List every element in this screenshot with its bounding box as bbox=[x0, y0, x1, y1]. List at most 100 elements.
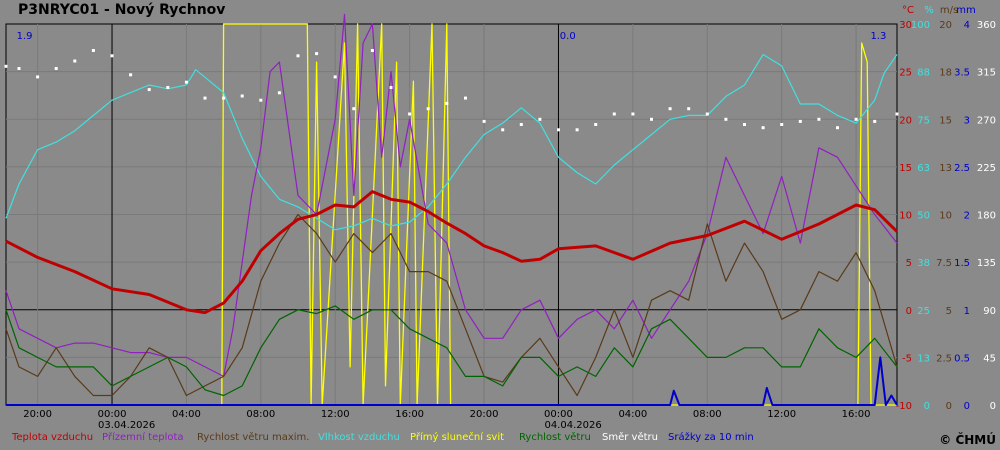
legend-item: Srážky za 10 min bbox=[668, 432, 754, 443]
unit-label: m/s bbox=[940, 5, 958, 16]
axis-tick-deg: 180 bbox=[977, 211, 996, 222]
date-label: 03.04.2026 bbox=[98, 420, 155, 431]
max-wind-series bbox=[5, 213, 898, 397]
wind-direction-point bbox=[724, 117, 728, 121]
axis-tick-°C: -5 bbox=[902, 353, 912, 364]
time-tick-label: 00:00 bbox=[544, 409, 573, 420]
axis-tick-m/s: 10 bbox=[939, 211, 952, 222]
axis-tick-°C: 0 bbox=[906, 306, 912, 317]
time-tick-label: 04:00 bbox=[618, 409, 647, 420]
axis-tick-deg: 360 bbox=[977, 20, 996, 31]
wind-direction-point bbox=[184, 80, 188, 84]
axis-tick-deg: 315 bbox=[977, 68, 996, 79]
wind-direction-point bbox=[687, 107, 691, 111]
axis-tick-mm: 1 bbox=[964, 306, 970, 317]
axis-tick-%: 50 bbox=[917, 211, 930, 222]
axis-tick-deg: 270 bbox=[977, 115, 996, 126]
axis-tick-°C: 10 bbox=[899, 211, 912, 222]
wind-direction-point bbox=[91, 49, 95, 52]
time-tick-label: 12:00 bbox=[767, 409, 796, 420]
wind-direction-point bbox=[650, 117, 653, 121]
temperature-series bbox=[5, 190, 899, 315]
axis-tick-°C: 30 bbox=[899, 20, 912, 31]
axis-tick-%: 100 bbox=[911, 20, 930, 31]
axis-tick-mm: 3 bbox=[964, 115, 970, 126]
wind-direction-point bbox=[408, 112, 412, 116]
wind-speed-series bbox=[5, 305, 898, 397]
axis-tick-mm: 1.5 bbox=[954, 258, 970, 269]
wind-direction-point bbox=[873, 119, 877, 123]
axis-tick-°C: 5 bbox=[906, 258, 912, 269]
wind-direction-point bbox=[352, 107, 356, 111]
ground-temperature-series bbox=[5, 13, 898, 377]
wind-direction-point bbox=[36, 75, 40, 79]
time-tick-label: 20:00 bbox=[470, 409, 499, 420]
wind-direction-point bbox=[426, 107, 430, 111]
wind-direction-point bbox=[259, 98, 263, 102]
time-tick-label: 04:00 bbox=[172, 409, 201, 420]
wind-direction-point bbox=[333, 75, 337, 79]
axis-tick-m/s: 0 bbox=[946, 401, 952, 412]
wind-direction-point bbox=[296, 54, 300, 58]
axis-tick-deg: 135 bbox=[977, 258, 996, 269]
legend-item: Směr větru bbox=[602, 432, 658, 443]
wind-direction-point bbox=[594, 123, 598, 126]
axis-tick-%: 0 bbox=[924, 401, 930, 412]
wind-direction-point bbox=[705, 112, 709, 116]
axis-tick-deg: 45 bbox=[983, 353, 996, 364]
wind-direction-point bbox=[482, 119, 486, 123]
wind-direction-point bbox=[612, 112, 616, 116]
annotation-label: 1.3 bbox=[870, 31, 886, 42]
axis-tick-m/s: 7.5 bbox=[936, 258, 952, 269]
wind-direction-point bbox=[110, 54, 114, 58]
time-tick-label: 16:00 bbox=[395, 409, 424, 420]
unit-label: °C bbox=[902, 5, 914, 16]
wind-direction-point bbox=[575, 128, 579, 132]
unit-label: % bbox=[924, 5, 934, 16]
precipitation-series bbox=[6, 356, 898, 406]
axis-tick-m/s: 18 bbox=[939, 68, 952, 79]
wind-direction-point bbox=[17, 67, 21, 70]
annotation-label: 0.0 bbox=[560, 31, 576, 42]
wind-direction-point bbox=[445, 101, 449, 105]
copyright-label: © ČHMÚ bbox=[939, 433, 996, 447]
wind-direction-point bbox=[631, 112, 635, 116]
legend-item: Přímý sluneční svit bbox=[410, 432, 505, 443]
axis-tick-m/s: 5 bbox=[946, 306, 952, 317]
time-tick-label: 16:00 bbox=[842, 409, 871, 420]
wind-direction-point bbox=[668, 107, 672, 111]
wind-direction-point bbox=[222, 96, 226, 100]
meteo-chart: 20:00 00:00 04:00 08:00 12:00 16:00 20:00 00:00… bbox=[4, 5, 996, 431]
wind-direction-point bbox=[166, 86, 170, 89]
annotation-label: 1.9 bbox=[17, 31, 33, 42]
legend-item: Rychlost větru bbox=[519, 432, 591, 443]
axis-tick-mm: 0.5 bbox=[954, 353, 970, 364]
axis-tick-mm: 2 bbox=[964, 211, 970, 222]
axis-tick-°C: -10 bbox=[896, 401, 912, 412]
legend: Teplota vzduchu Přízemní teplota Rychlost … bbox=[0, 432, 940, 448]
wind-direction-point bbox=[854, 117, 858, 121]
axis-tick-m/s: 2.5 bbox=[936, 353, 952, 364]
chart-title: P3NRYC01 - Nový Rychnov bbox=[18, 2, 226, 18]
axis-tick-deg: 0 bbox=[990, 401, 996, 412]
wind-direction-point bbox=[73, 59, 77, 63]
axis-tick-mm: 4 bbox=[964, 20, 970, 31]
wind-direction-point bbox=[743, 123, 746, 126]
axis-tick-m/s: 15 bbox=[939, 115, 952, 126]
wind-direction-point bbox=[817, 117, 821, 121]
wind-direction-point bbox=[538, 117, 542, 121]
wind-direction-point bbox=[519, 123, 523, 126]
wind-direction-point bbox=[780, 123, 784, 126]
axis-tick-mm: 0 bbox=[964, 401, 970, 412]
wind-direction-point bbox=[761, 126, 765, 130]
axis-tick-mm: 2.5 bbox=[954, 163, 970, 174]
wind-direction-point bbox=[895, 112, 899, 116]
time-tick-label: 12:00 bbox=[321, 409, 350, 420]
time-tick-label: 08:00 bbox=[693, 409, 722, 420]
wind-direction-point bbox=[240, 94, 244, 98]
wind-direction-point bbox=[389, 86, 393, 89]
wind-direction-point bbox=[798, 119, 802, 123]
legend-item: Vlhkost vzduchu bbox=[318, 432, 400, 443]
wind-direction-point bbox=[836, 126, 839, 130]
wind-direction-point bbox=[277, 91, 281, 95]
